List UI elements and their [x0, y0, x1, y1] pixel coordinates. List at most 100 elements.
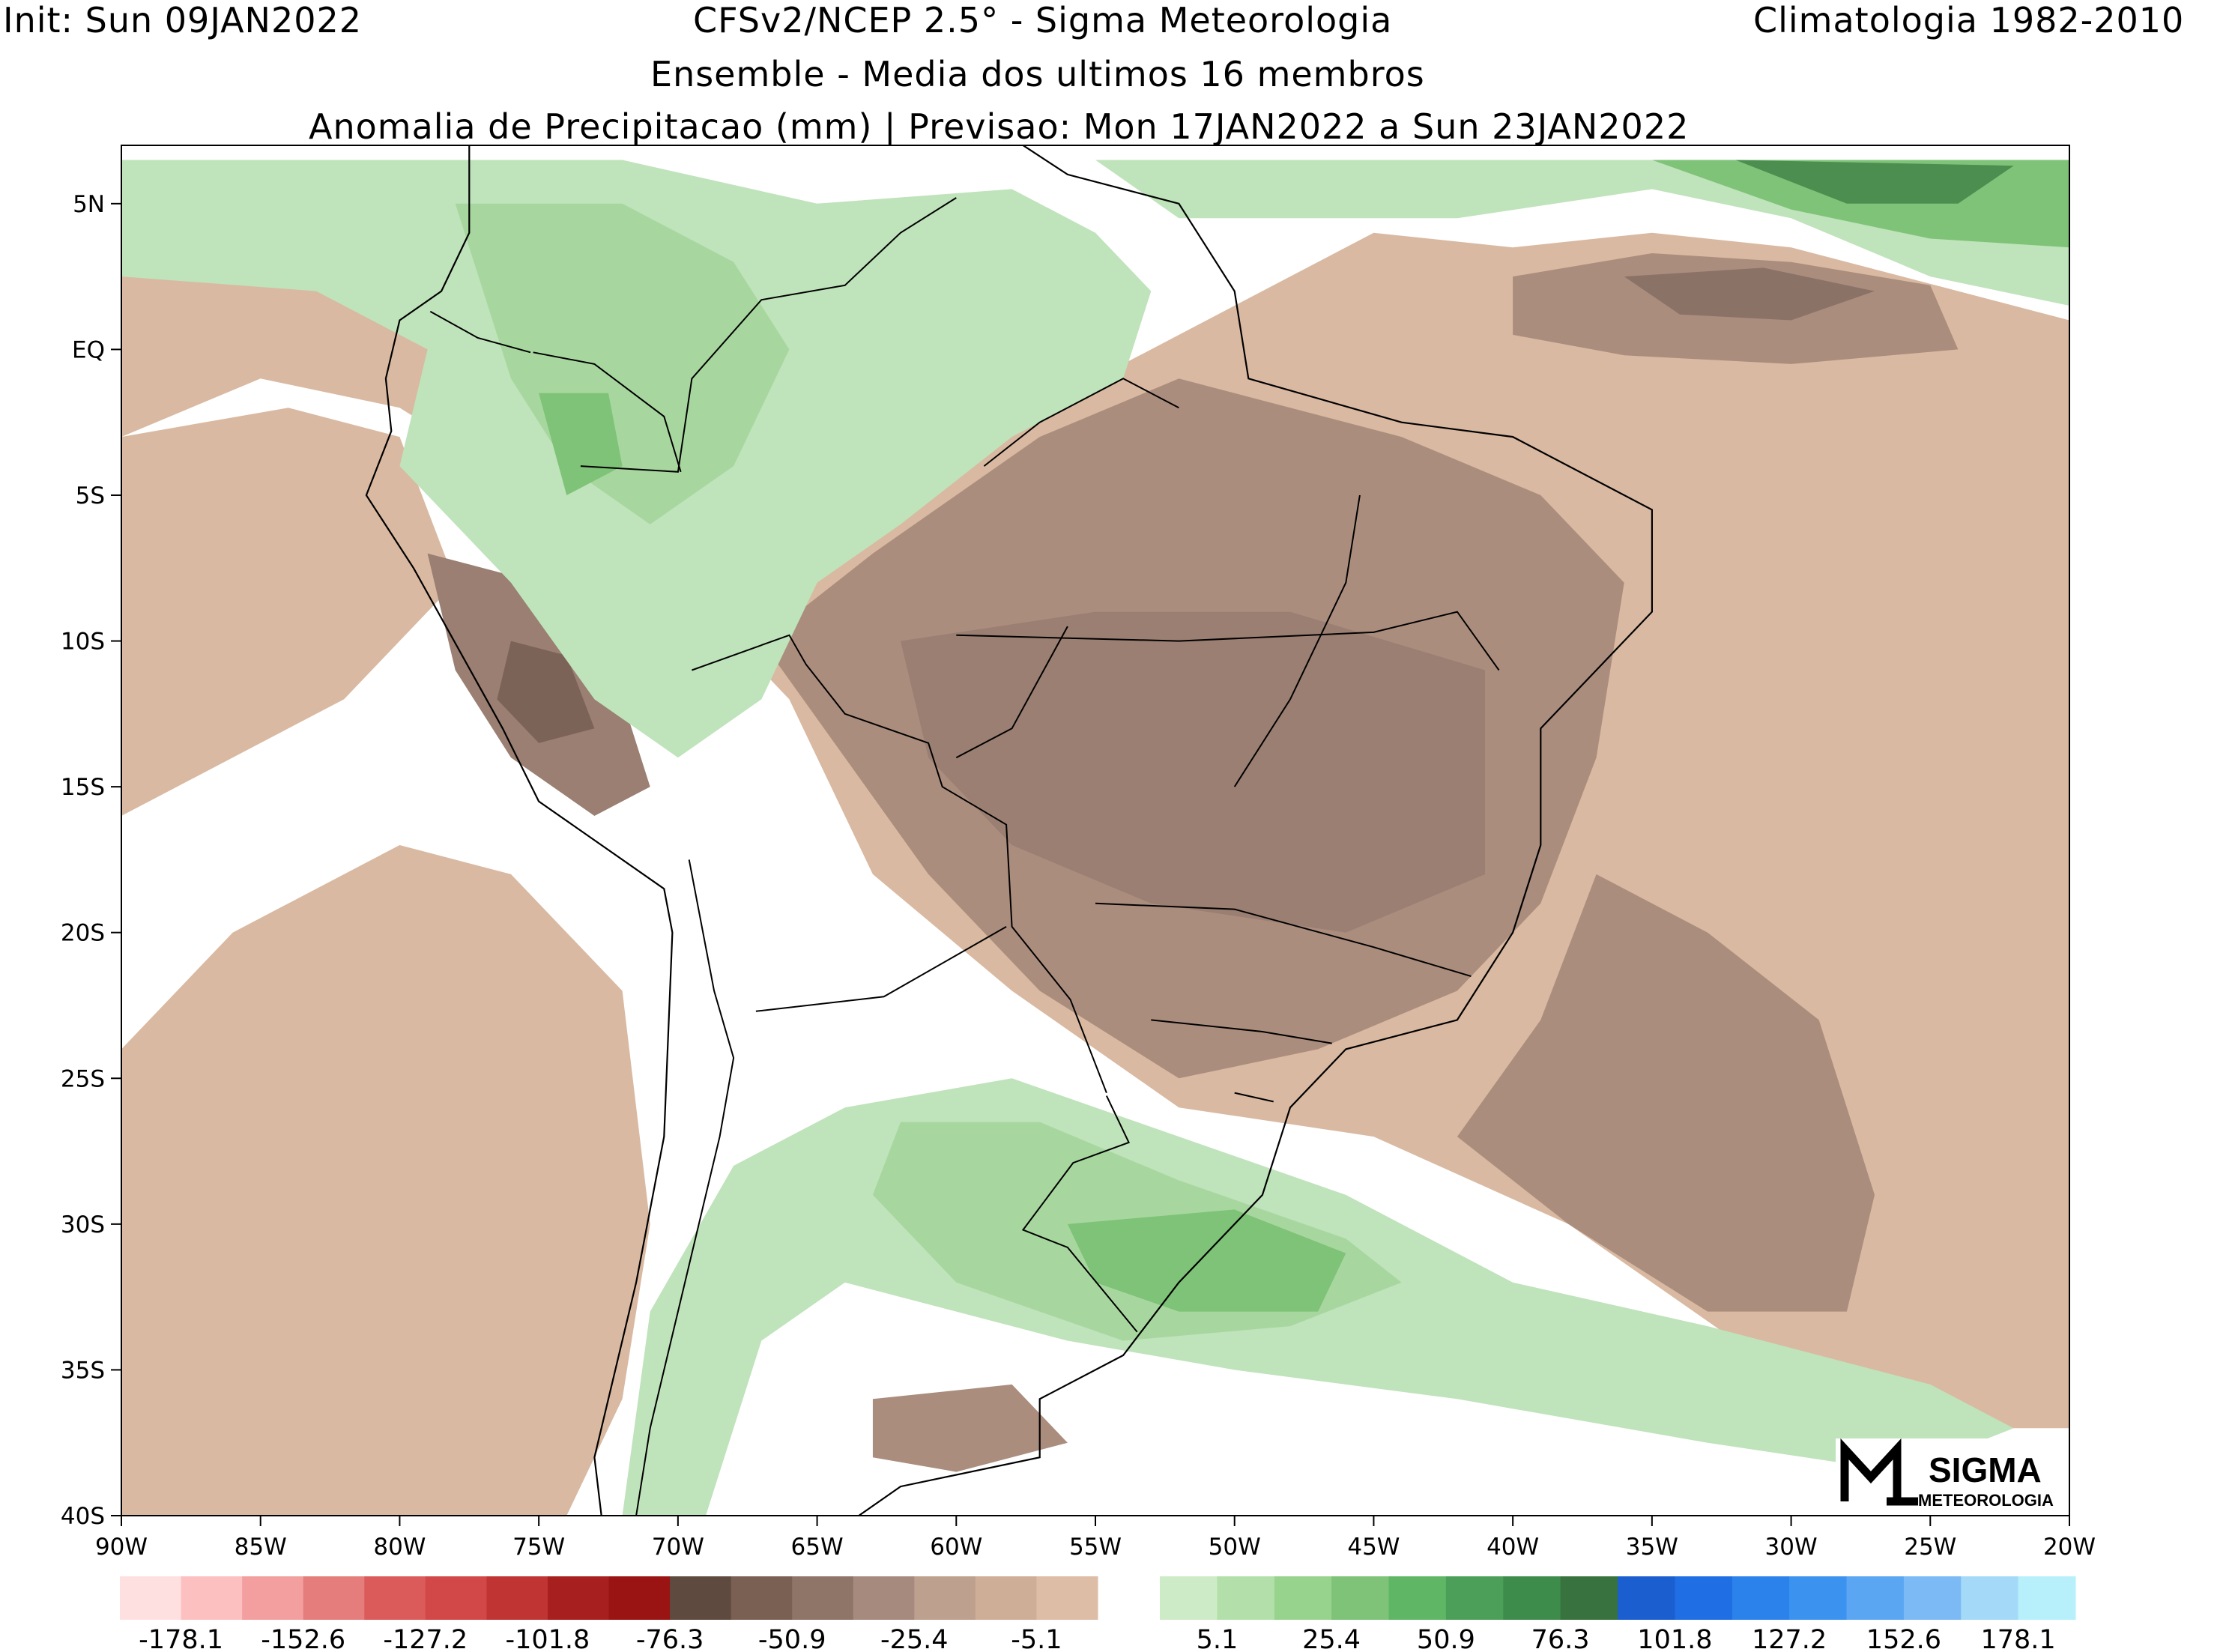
- colorbar-swatch: [1331, 1576, 1389, 1620]
- lon-tick-label: 70W: [652, 1534, 704, 1561]
- border-line: [955, 626, 1068, 759]
- border-line: [1021, 1095, 1138, 1333]
- border-line: [635, 859, 735, 1516]
- colorbar-label: 178.1: [1980, 1625, 2055, 1652]
- colorbar-swatch: [792, 1576, 854, 1620]
- logo-m-icon: [1840, 1438, 1902, 1501]
- lon-tick-label: 25W: [1904, 1534, 1956, 1561]
- colorbar-label: 5.1: [1197, 1625, 1239, 1652]
- lat-tick-label: 5S: [76, 482, 105, 509]
- colorbar-label: 127.2: [1752, 1625, 1827, 1652]
- lat-tick-label: 15S: [61, 774, 105, 801]
- border-line: [692, 634, 1107, 1094]
- lat-tick-label: 5N: [73, 191, 105, 218]
- border-line: [1234, 1092, 1274, 1103]
- lon-tick-label: 35W: [1626, 1534, 1678, 1561]
- political-borders: [429, 197, 1500, 1516]
- ensemble-subtitle: Ensemble - Media dos ultimos 16 membros: [650, 54, 1425, 94]
- colorbar-swatch: [975, 1576, 1037, 1620]
- colorbar-swatch: [1846, 1576, 1905, 1620]
- colorbar-label: 76.3: [1531, 1625, 1590, 1652]
- colorbar-negative: -178.1 -152.6 -127.2 -101.8 -76.3 -50.9 -25.4 -…: [120, 1576, 1098, 1652]
- model-title: CFSv2/NCEP 2.5° - Sigma Meteorologia: [693, 0, 1393, 40]
- latitude-axis: 5N EQ 5S 10S 15S 20S 25S 30S 35S 40S: [61, 191, 121, 1530]
- anomaly-shading: [121, 160, 2069, 1516]
- colorbar-swatch: [1560, 1576, 1618, 1620]
- border-line: [580, 197, 957, 473]
- logo-sub-text: METEOROLOGIA: [1918, 1491, 2054, 1510]
- lon-tick-label: 80W: [373, 1534, 426, 1561]
- colorbar-swatch: [425, 1576, 487, 1620]
- border-line: [1095, 902, 1472, 978]
- colorbar-swatch: [670, 1576, 732, 1620]
- colorbar-label: -5.1: [1011, 1625, 1062, 1652]
- colorbar-swatch: [120, 1576, 182, 1620]
- colorbar-swatch: [1503, 1576, 1561, 1620]
- lon-tick-label: 30W: [1765, 1534, 1818, 1561]
- colorbar-swatch: [1675, 1576, 1733, 1620]
- lon-tick-label: 20W: [2043, 1534, 2096, 1561]
- lat-tick-label: 10S: [61, 629, 105, 656]
- colorbar-label: -152.6: [261, 1625, 345, 1652]
- anomaly-region-south-wet-core: [1067, 1209, 1346, 1312]
- border-line: [956, 611, 1500, 671]
- colorbar-label: 25.4: [1302, 1625, 1361, 1652]
- colorbar-swatch: [303, 1576, 365, 1620]
- colorbar-swatch: [364, 1576, 426, 1620]
- colorbar-swatch: [1732, 1576, 1790, 1620]
- anomaly-region-south-atlantic-dry: [1457, 874, 1875, 1312]
- colorbar-swatch: [1388, 1576, 1447, 1620]
- lon-tick-label: 55W: [1069, 1534, 1122, 1561]
- colorbar-swatch: [547, 1576, 609, 1620]
- lon-tick-label: 85W: [235, 1534, 287, 1561]
- colorbar-swatch: [608, 1576, 671, 1620]
- colorbar-swatch: [1160, 1576, 1218, 1620]
- lon-tick-label: 45W: [1347, 1534, 1400, 1561]
- colorbar-label: 50.9: [1417, 1625, 1475, 1652]
- anomaly-region-patagonia-dry: [872, 1384, 1068, 1472]
- colorbar-label: -76.3: [636, 1625, 704, 1652]
- colorbar-swatch: [486, 1576, 548, 1620]
- coastlines: [365, 145, 1653, 1516]
- lon-tick-label: 40W: [1487, 1534, 1539, 1561]
- colorbar-label: -25.4: [880, 1625, 949, 1652]
- colorbar-swatch: [853, 1576, 915, 1620]
- init-date-label: Init: Sun 09JAN2022: [3, 0, 363, 40]
- border-line: [533, 351, 682, 473]
- colorbar-swatch: [242, 1576, 304, 1620]
- lat-tick-label: 35S: [61, 1357, 105, 1384]
- colorbar-label: 101.8: [1637, 1625, 1712, 1652]
- border-line: [755, 926, 1007, 1012]
- lon-tick-label: 60W: [930, 1534, 982, 1561]
- lat-tick-label: 40S: [61, 1503, 105, 1530]
- anomaly-region-north-wet-core: [539, 393, 623, 495]
- anomaly-region-equatorial-atlantic-inner: [1624, 267, 1875, 321]
- sigma-logo: SIGMA METEOROLOGIA: [1836, 1438, 2060, 1510]
- climatology-label: Climatologia 1982-2010: [1753, 0, 2185, 40]
- anomaly-region-north-wet-inner: [455, 203, 790, 524]
- lat-tick-label: EQ: [72, 336, 105, 363]
- south-america-outline: [365, 145, 1653, 1516]
- colorbar-label: 152.6: [1866, 1625, 1941, 1652]
- lat-tick-label: 25S: [61, 1065, 105, 1092]
- colorbar-label: -101.8: [505, 1625, 590, 1652]
- colorbar-swatch: [1961, 1576, 2019, 1620]
- colorbar-label: -178.1: [139, 1625, 223, 1652]
- lon-tick-label: 75W: [512, 1534, 565, 1561]
- border-line: [429, 310, 531, 354]
- lon-tick-label: 90W: [95, 1534, 148, 1561]
- longitude-axis: 90W 85W 80W 75W 70W 65W 60W 55W 50W 45W 40W 35W 30W 2…: [95, 1516, 2096, 1561]
- lat-tick-label: 20S: [61, 920, 105, 947]
- colorbar-swatch: [914, 1576, 976, 1620]
- colorbar-positive: 5.1 25.4 50.9 76.3 101.8 127.2 152.6 178.1: [1160, 1576, 2076, 1652]
- lat-tick-label: 30S: [61, 1211, 105, 1238]
- colorbar-swatch: [731, 1576, 793, 1620]
- colorbar-swatch: [1217, 1576, 1275, 1620]
- anomaly-region-pacific-dry-band-north: [121, 408, 456, 816]
- colorbar-swatch: [1789, 1576, 1847, 1620]
- colorbar-swatch: [1903, 1576, 1962, 1620]
- colorbar-swatch: [1618, 1576, 1675, 1620]
- colorbar-swatch: [2018, 1576, 2076, 1620]
- colorbar-label: -50.9: [758, 1625, 826, 1652]
